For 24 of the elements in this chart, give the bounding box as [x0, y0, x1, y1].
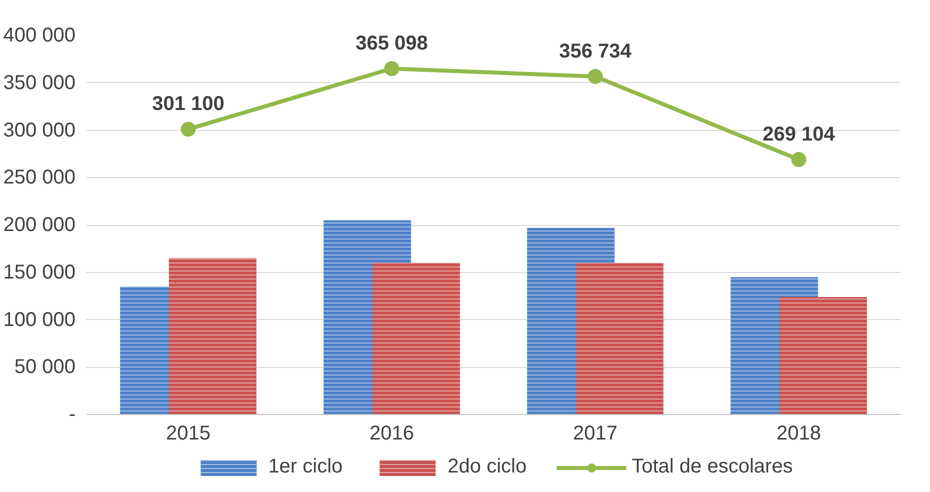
point [791, 152, 806, 168]
point [180, 122, 196, 137]
y-tick-label: 300 000 [3, 119, 76, 142]
legend-label: 1er ciclo [268, 456, 343, 478]
y-tick-label: 150 000 [3, 261, 76, 284]
y-tick-label: 200 000 [3, 214, 76, 236]
legend-label: Total de escolares [632, 456, 793, 478]
y-tick-label: 250 000 [3, 166, 76, 189]
data-label: 269 104 [762, 124, 836, 146]
point [384, 61, 400, 76]
y-tick-label: 100 000 [3, 308, 76, 331]
x-tick-label: 2015 [166, 422, 211, 444]
point [588, 69, 603, 84]
data-label: 356 734 [559, 40, 632, 62]
y-tick-label: 350 000 [3, 72, 76, 94]
x-tick-label: 2016 [370, 422, 414, 444]
x-tick-label: 2018 [776, 422, 822, 444]
y-tick-label: - [68, 404, 76, 426]
y-tick-label: 400 000 [3, 24, 76, 46]
data-label: 301 100 [152, 93, 224, 116]
y-tick-label: 50 000 [14, 356, 76, 378]
data-label: 365 098 [356, 32, 428, 55]
x-tick-label: 2017 [573, 422, 618, 444]
legend-label: 2do ciclo [448, 456, 527, 478]
